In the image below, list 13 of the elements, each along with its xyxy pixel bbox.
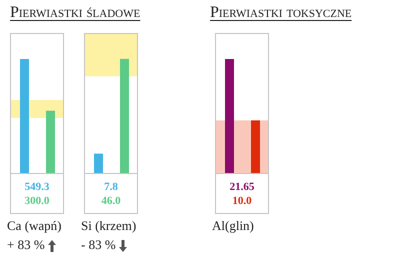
chart-title: Pierwiastki toksyczne xyxy=(210,4,352,22)
text: + 83 % xyxy=(7,237,46,253)
data-label: 7.8 xyxy=(104,180,118,194)
data-label: 549.3 xyxy=(24,180,50,194)
data-label: 10.0 xyxy=(232,194,252,208)
data-label: 21.65 xyxy=(230,180,254,194)
x-axis-title: Si (krzem) xyxy=(81,218,136,234)
data-label: 300.0 xyxy=(24,194,50,208)
data-label: 46.0 xyxy=(101,194,121,208)
x-axis-title: Al(glin) xyxy=(212,218,254,234)
text: - 83 % xyxy=(81,237,117,253)
x-axis-title: Ca (wapń) xyxy=(7,218,62,234)
chart-title: Pierwiastki śladowe xyxy=(10,4,140,22)
